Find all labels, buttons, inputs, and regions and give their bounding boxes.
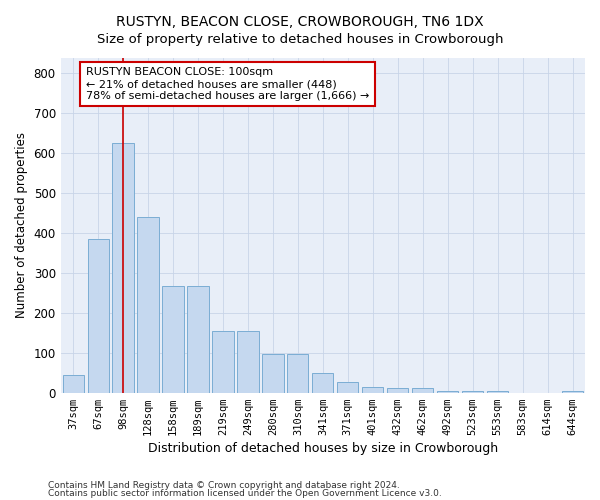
- Bar: [312, 372, 334, 392]
- Text: RUSTYN BEACON CLOSE: 100sqm
← 21% of detached houses are smaller (448)
78% of se: RUSTYN BEACON CLOSE: 100sqm ← 21% of det…: [86, 68, 369, 100]
- Bar: [462, 390, 483, 392]
- Bar: [112, 144, 134, 392]
- Bar: [187, 286, 209, 393]
- Bar: [62, 374, 84, 392]
- Bar: [337, 382, 358, 392]
- Text: Size of property relative to detached houses in Crowborough: Size of property relative to detached ho…: [97, 32, 503, 46]
- Bar: [437, 390, 458, 392]
- Bar: [238, 331, 259, 392]
- Bar: [412, 388, 433, 392]
- Bar: [362, 386, 383, 392]
- Bar: [212, 331, 233, 392]
- Text: Contains HM Land Registry data © Crown copyright and database right 2024.: Contains HM Land Registry data © Crown c…: [48, 480, 400, 490]
- Bar: [287, 354, 308, 393]
- Bar: [163, 286, 184, 393]
- Bar: [88, 239, 109, 392]
- Bar: [137, 217, 158, 392]
- Bar: [262, 354, 284, 393]
- Text: Contains public sector information licensed under the Open Government Licence v3: Contains public sector information licen…: [48, 489, 442, 498]
- X-axis label: Distribution of detached houses by size in Crowborough: Distribution of detached houses by size …: [148, 442, 498, 455]
- Y-axis label: Number of detached properties: Number of detached properties: [15, 132, 28, 318]
- Bar: [387, 388, 409, 392]
- Text: RUSTYN, BEACON CLOSE, CROWBOROUGH, TN6 1DX: RUSTYN, BEACON CLOSE, CROWBOROUGH, TN6 1…: [116, 15, 484, 29]
- Bar: [562, 390, 583, 392]
- Bar: [487, 390, 508, 392]
